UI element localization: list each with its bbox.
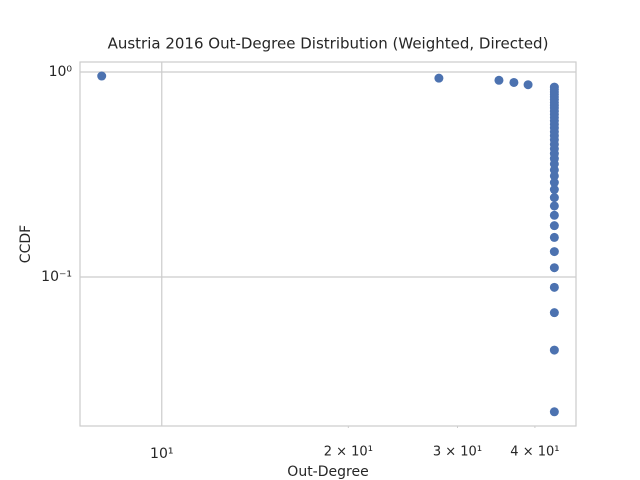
point: [494, 75, 504, 85]
x-minor-tick-label: 2 × 10¹: [324, 445, 373, 460]
point: [549, 282, 559, 292]
y-axis-label: CCDF: [18, 225, 34, 263]
point: [549, 171, 559, 181]
chart-title: Austria 2016 Out-Degree Distribution (We…: [108, 35, 549, 53]
point: [509, 77, 519, 87]
point: [549, 308, 559, 318]
point: [549, 221, 559, 231]
point: [549, 407, 559, 417]
plot-area: [79, 61, 577, 427]
point: [549, 232, 559, 242]
x-minor-tick-label: 4 × 10¹: [510, 445, 559, 460]
point: [549, 193, 559, 203]
point: [549, 345, 559, 355]
point: [549, 201, 559, 211]
y-tick-label: 10⁰: [49, 64, 73, 80]
point: [434, 73, 444, 83]
point: [549, 263, 559, 273]
x-axis-label: Out-Degree: [287, 464, 368, 480]
point: [549, 247, 559, 257]
x-minor-tick-label: 3 × 10¹: [433, 445, 482, 460]
point: [97, 71, 107, 81]
point: [549, 178, 559, 188]
y-tick-label: 10⁻¹: [41, 269, 72, 285]
point: [549, 210, 559, 220]
point: [523, 80, 533, 90]
point: [549, 185, 559, 195]
x-tick-label: 10¹: [150, 446, 173, 462]
